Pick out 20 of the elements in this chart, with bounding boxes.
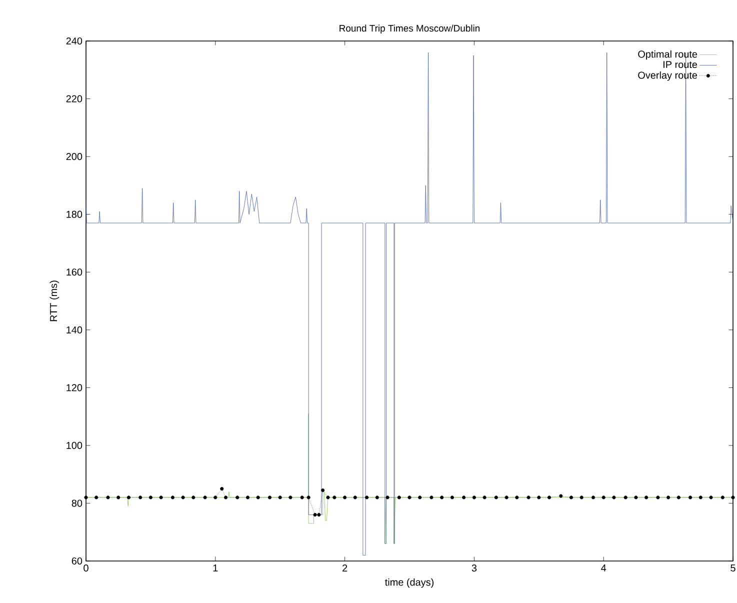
x-tick-label: 4 xyxy=(601,564,606,572)
chart-title: Round Trip Times Moscow/Dublin xyxy=(340,24,480,34)
y-tick-label: 60 xyxy=(72,557,82,565)
x-tick-label: 5 xyxy=(730,564,736,572)
x-tick-label: 0 xyxy=(84,564,88,572)
y-tick-label: 180 xyxy=(66,210,82,218)
y-axis-title: RTT (ms) xyxy=(50,280,60,322)
y-tick-label: 160 xyxy=(66,268,82,276)
y-tick-label: 140 xyxy=(66,326,82,334)
y-tick-label: 240 xyxy=(66,37,82,45)
y-tick-label: 200 xyxy=(66,153,82,160)
y-tick-label: 120 xyxy=(66,384,82,392)
x-tick-label: 1 xyxy=(213,564,218,572)
y-tick-label: 80 xyxy=(72,500,82,507)
x-tick-label: 2 xyxy=(342,564,348,572)
y-tick-label: 100 xyxy=(66,442,82,449)
x-axis-title: time (days) xyxy=(385,578,434,588)
x-tick-label: 3 xyxy=(472,564,477,572)
y-tick-label: 220 xyxy=(66,95,82,102)
line-series xyxy=(86,52,734,556)
